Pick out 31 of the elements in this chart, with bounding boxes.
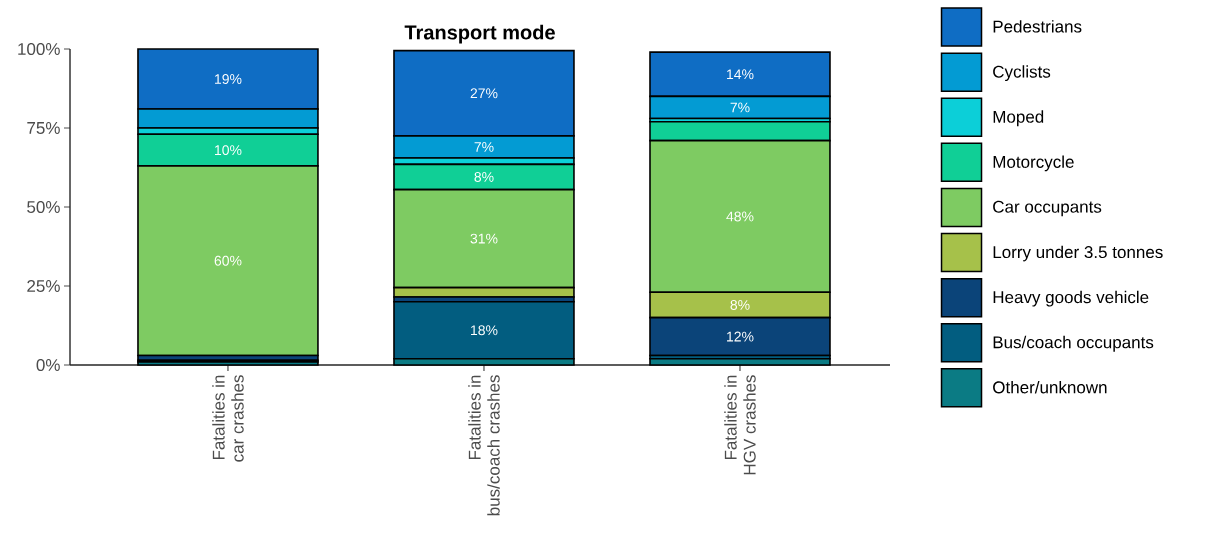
data-label: 27% bbox=[470, 88, 498, 99]
data-label: 7% bbox=[730, 102, 750, 113]
data-label: 19% bbox=[215, 74, 242, 84]
data-label: 31% bbox=[470, 233, 498, 244]
chart-title: Transport mode bbox=[404, 24, 555, 44]
legend-label: Cyclists bbox=[993, 65, 1051, 82]
data-label: 18% bbox=[471, 325, 498, 336]
data-label: 60% bbox=[214, 255, 242, 266]
data-label: 12% bbox=[727, 331, 754, 342]
y-tick-label: 50% bbox=[27, 200, 60, 214]
data-label: 48% bbox=[726, 211, 754, 222]
data-label: 10% bbox=[215, 145, 242, 156]
y-tick-label: 25% bbox=[27, 279, 60, 293]
data-label: 7% bbox=[474, 142, 494, 152]
data-label: 8% bbox=[730, 299, 750, 310]
legend-label: Moped bbox=[993, 110, 1044, 127]
legend-label: Motorcycle bbox=[993, 155, 1074, 172]
y-tick-label: 100% bbox=[18, 42, 60, 56]
legend-label: Car occupants bbox=[993, 200, 1102, 217]
legend-label: Pedestrians bbox=[993, 20, 1082, 33]
x-tick-label: Fatalities in HGV crashes bbox=[724, 375, 756, 475]
y-tick-label: 75% bbox=[27, 122, 60, 134]
legend-label: Bus/coach occupants bbox=[993, 335, 1154, 352]
data-label: 14% bbox=[727, 69, 754, 80]
y-tick-label: 0% bbox=[36, 358, 60, 372]
legend-label: Lorry under 3.5 tonnes bbox=[993, 245, 1163, 262]
x-tick-label: Fatalities in bus/coach crashes bbox=[468, 375, 500, 516]
data-label: 8% bbox=[474, 172, 494, 182]
x-tick-label: Fatalities in car crashes bbox=[212, 375, 244, 462]
legend-label: Heavy goods vehicle bbox=[993, 290, 1149, 307]
legend-label: Other/unknown bbox=[993, 380, 1107, 394]
